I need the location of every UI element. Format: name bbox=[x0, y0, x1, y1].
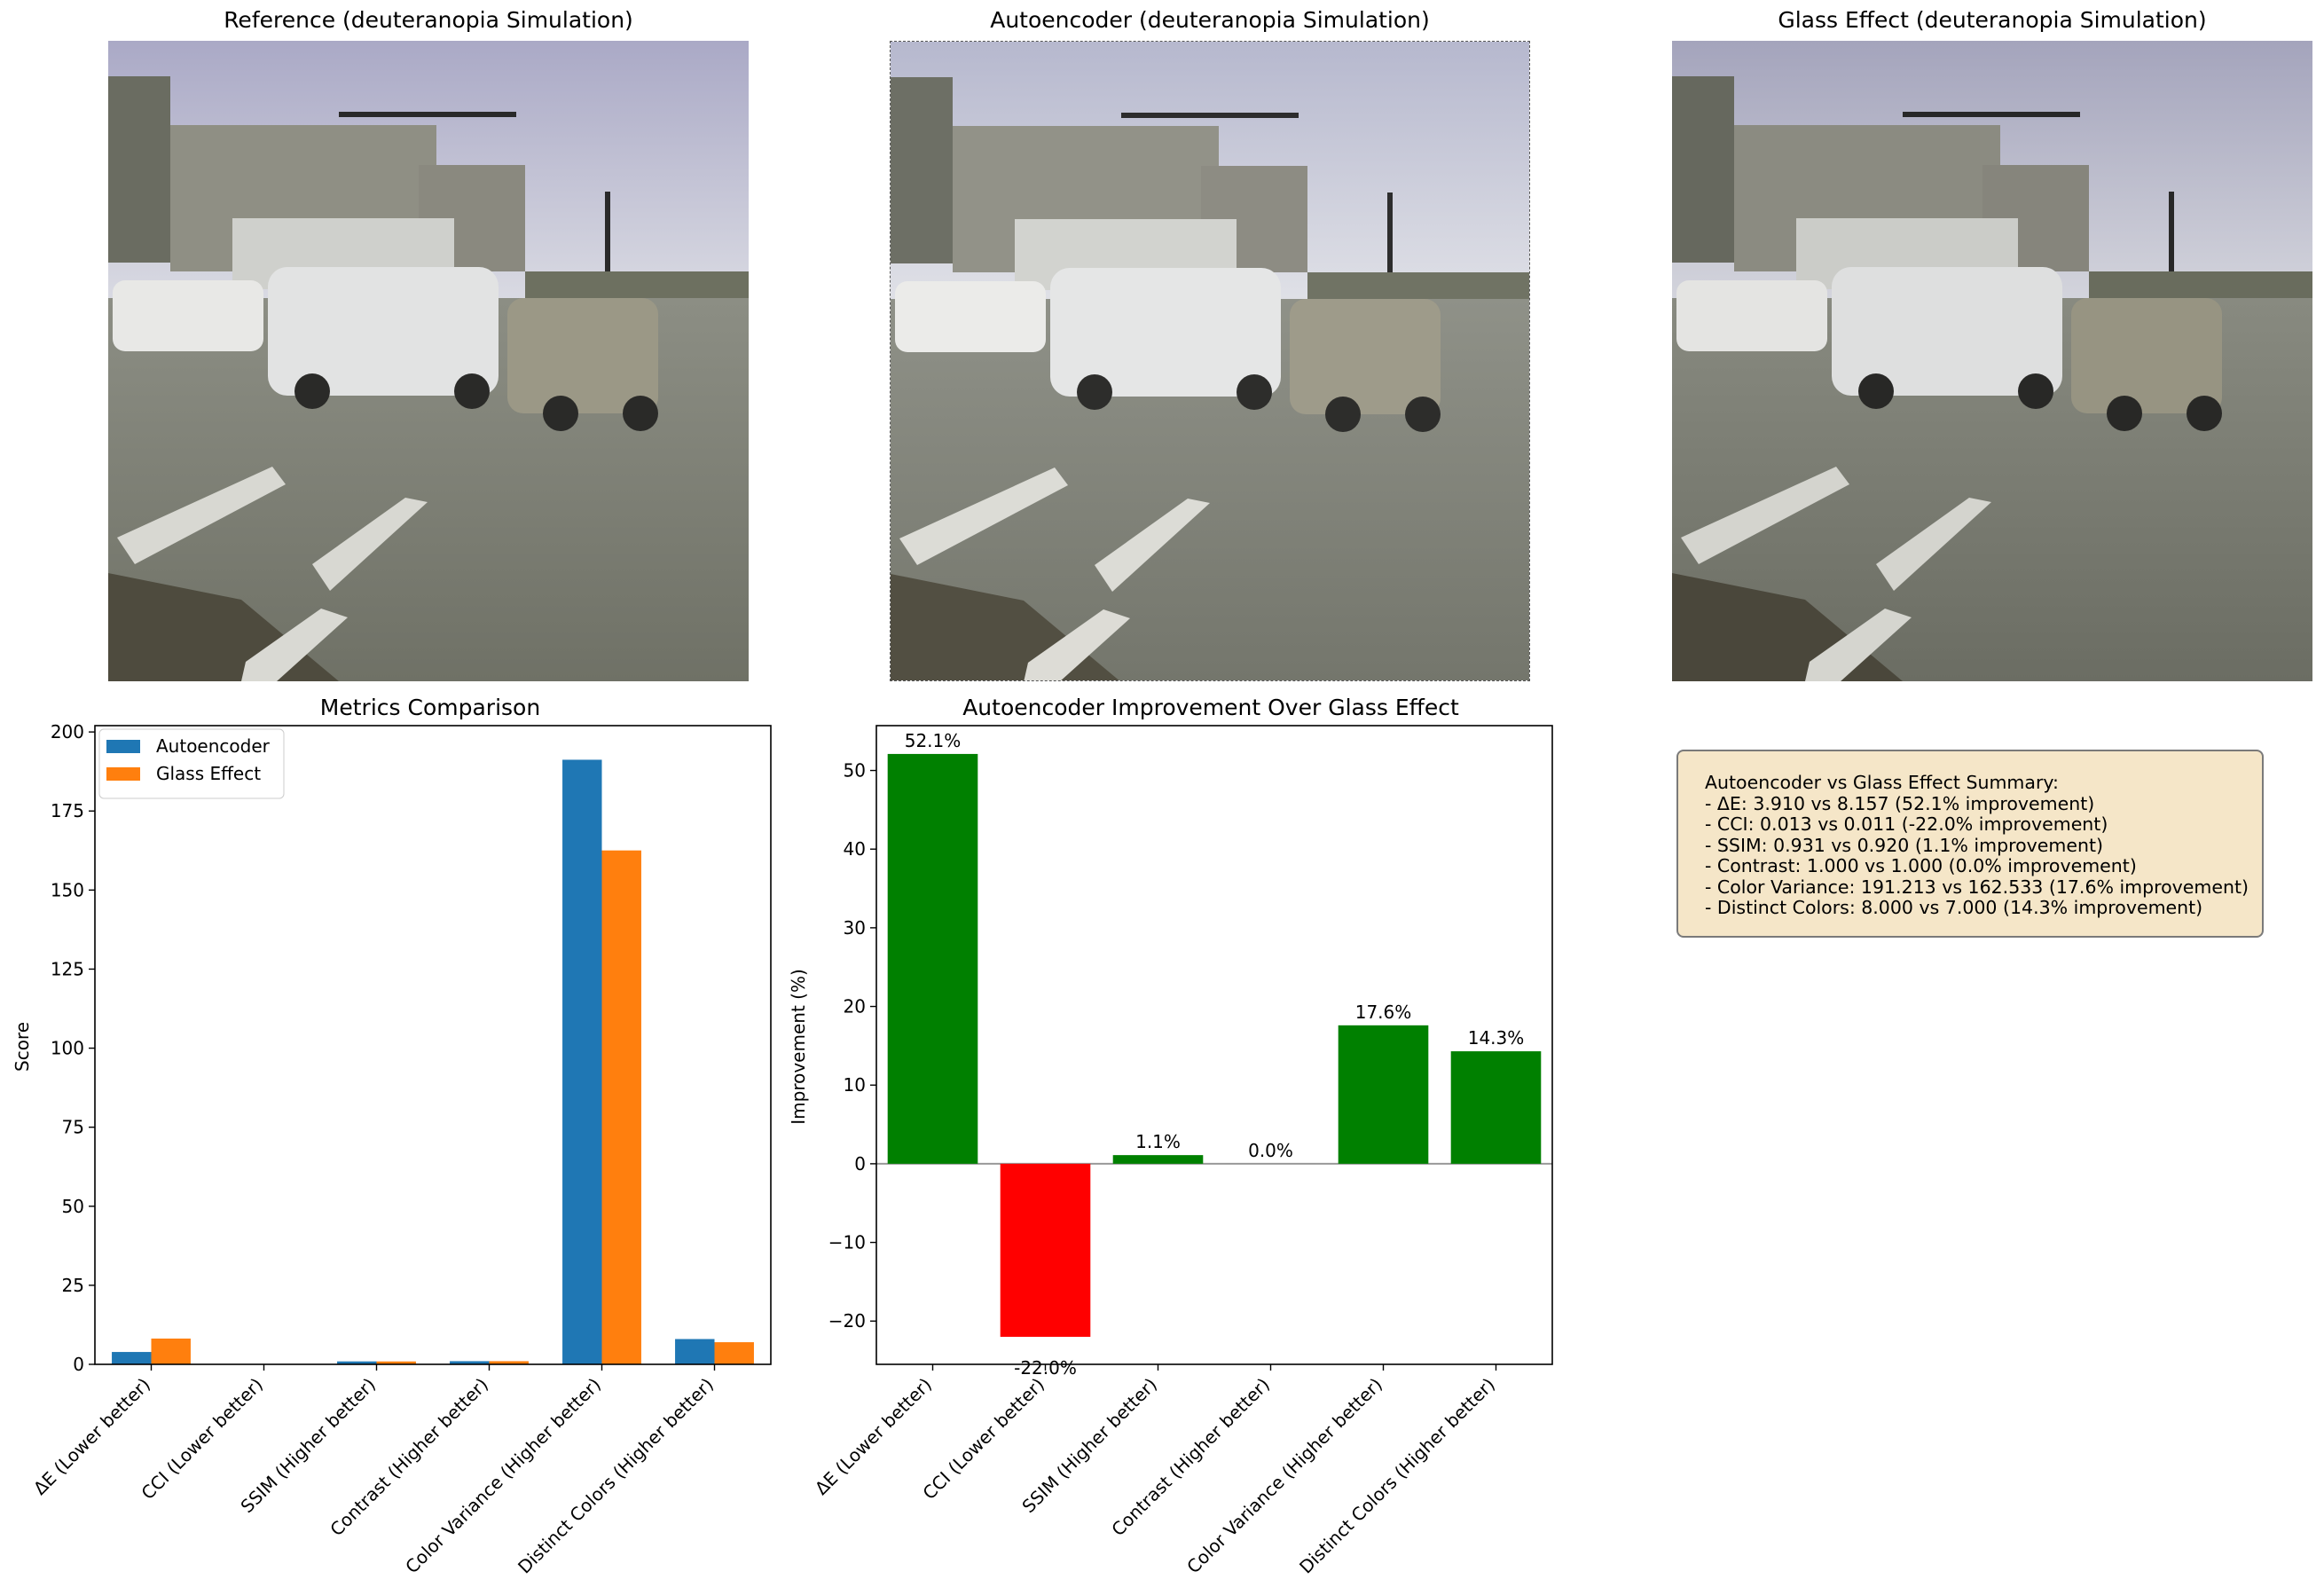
summary-line: - ΔE: 3.910 vs 8.157 (52.1% improvement) bbox=[1705, 792, 2095, 814]
x-tick-label: Color Variance (Higher better) bbox=[1182, 1374, 1386, 1578]
glass-effect-image bbox=[1672, 41, 2312, 681]
y-tick-label: 200 bbox=[51, 721, 84, 742]
bar-value-label: -22.0% bbox=[1014, 1357, 1077, 1379]
y-axis-label: Score bbox=[12, 1022, 33, 1072]
improvement-bar-2 bbox=[1112, 1155, 1204, 1164]
x-tick-label: CCI (Lower better) bbox=[918, 1374, 1048, 1505]
summary-line: - SSIM: 0.931 vs 0.920 (1.1% improvement… bbox=[1705, 834, 2103, 856]
improvement-bar-4 bbox=[1338, 1025, 1429, 1164]
x-tick-label: ΔE (Lower better) bbox=[811, 1374, 936, 1499]
y-tick-label: 175 bbox=[51, 800, 84, 821]
x-tick-label: Contrast (Higher better) bbox=[1107, 1374, 1274, 1541]
bar-value-label: 17.6% bbox=[1355, 1002, 1412, 1023]
glass-effect-image-title: Glass Effect (deuteranopia Simulation) bbox=[1778, 7, 2207, 33]
y-tick-label: 10 bbox=[844, 1074, 866, 1096]
plot-frame bbox=[875, 725, 1553, 1365]
street-scene-illustration bbox=[1672, 41, 2312, 681]
y-tick-label: 0 bbox=[854, 1153, 866, 1175]
bar-value-label: 0.0% bbox=[1248, 1140, 1293, 1161]
autoencoder-image bbox=[890, 41, 1530, 681]
y-tick-label: −20 bbox=[828, 1310, 866, 1332]
summary-line: - Contrast: 1.000 vs 1.000 (0.0% improve… bbox=[1705, 855, 2137, 876]
x-tick-label: SSIM (Higher better) bbox=[1017, 1374, 1161, 1518]
street-scene-illustration bbox=[891, 42, 1529, 680]
x-tick-label: Distinct Colors (Higher better) bbox=[1295, 1374, 1499, 1578]
summary-line: - Color Variance: 191.213 vs 162.533 (17… bbox=[1705, 876, 2249, 898]
summary-line: - CCI: 0.013 vs 0.011 (-22.0% improvemen… bbox=[1705, 813, 2108, 835]
bar-autoencoder-0 bbox=[112, 1352, 152, 1364]
y-tick-label: 125 bbox=[51, 958, 84, 979]
y-tick-label: 50 bbox=[844, 760, 866, 782]
legend-swatch-glass-effect bbox=[106, 767, 140, 781]
bar-value-label: 14.3% bbox=[1468, 1027, 1525, 1049]
legend: Autoencoder Glass Effect bbox=[98, 728, 285, 799]
reference-image-title: Reference (deuteranopia Simulation) bbox=[224, 7, 633, 33]
y-tick-label: 100 bbox=[51, 1038, 84, 1059]
bar-glass-effect-3 bbox=[489, 1361, 529, 1364]
plot-frame bbox=[94, 725, 772, 1365]
x-tick-label: Color Variance (Higher better) bbox=[401, 1374, 605, 1578]
legend-label-autoencoder: Autoencoder bbox=[156, 735, 271, 757]
bar-autoencoder-5 bbox=[675, 1339, 715, 1364]
bar-autoencoder-3 bbox=[450, 1361, 490, 1364]
bar-glass-effect-0 bbox=[151, 1338, 191, 1364]
bar-glass-effect-4 bbox=[601, 850, 641, 1364]
x-tick-label: Distinct Colors (Higher better) bbox=[514, 1374, 718, 1578]
summary-line: - Distinct Colors: 8.000 vs 7.000 (14.3%… bbox=[1705, 897, 2203, 918]
street-scene-illustration bbox=[108, 41, 749, 681]
bar-glass-effect-5 bbox=[714, 1342, 754, 1364]
y-tick-label: 30 bbox=[844, 917, 866, 939]
legend-label-glass-effect: Glass Effect bbox=[156, 763, 261, 784]
y-tick-label: 25 bbox=[62, 1275, 84, 1296]
y-tick-label: −10 bbox=[828, 1232, 866, 1253]
chart-title: Autoencoder Improvement Over Glass Effec… bbox=[962, 695, 1459, 720]
y-tick-label: 0 bbox=[73, 1354, 84, 1375]
bar-glass-effect-2 bbox=[376, 1361, 416, 1364]
autoencoder-image-title: Autoencoder (deuteranopia Simulation) bbox=[990, 7, 1430, 33]
y-tick-label: 150 bbox=[51, 879, 84, 900]
x-tick-label: ΔE (Lower better) bbox=[29, 1374, 154, 1499]
summary-box: Autoencoder vs Glass Effect Summary: - Δ… bbox=[1676, 750, 2264, 938]
improvement-bar-0 bbox=[887, 753, 978, 1164]
legend-swatch-autoencoder bbox=[106, 740, 140, 753]
bar-autoencoder-4 bbox=[562, 759, 602, 1364]
y-tick-label: 75 bbox=[62, 1117, 84, 1138]
reference-image bbox=[108, 41, 749, 681]
y-tick-label: 40 bbox=[844, 838, 866, 860]
y-tick-label: 20 bbox=[844, 996, 866, 1017]
improvement-bar-5 bbox=[1450, 1051, 1542, 1164]
bar-autoencoder-2 bbox=[337, 1361, 377, 1364]
summary-title: Autoencoder vs Glass Effect Summary: bbox=[1705, 772, 2059, 793]
metrics-comparison-chart: Metrics Comparison Score 0 25 50 75 100 125 15… bbox=[12, 695, 772, 1578]
x-tick-label: CCI (Lower better) bbox=[137, 1374, 267, 1505]
bar-value-label: 1.1% bbox=[1135, 1131, 1181, 1152]
improvement-bar-1 bbox=[1000, 1163, 1091, 1337]
y-tick-label: 50 bbox=[62, 1196, 84, 1217]
chart-title: Metrics Comparison bbox=[320, 695, 540, 720]
bar-value-label: 52.1% bbox=[905, 730, 962, 751]
